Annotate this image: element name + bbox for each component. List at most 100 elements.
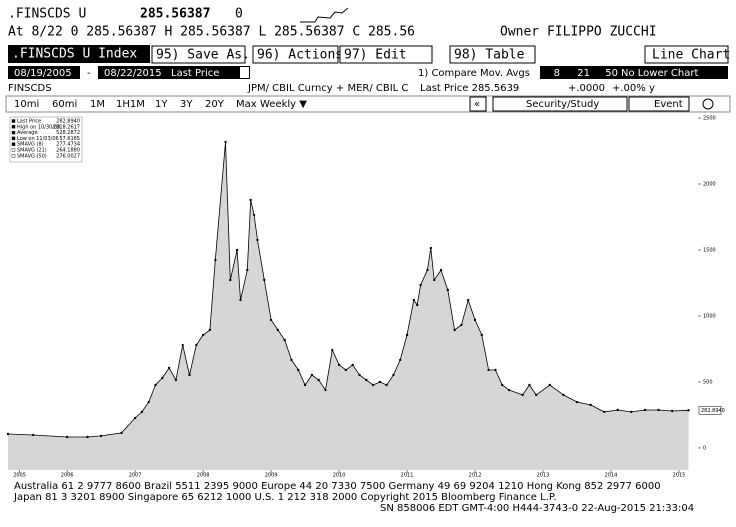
legend-label: SMAVG (8) [17, 142, 44, 148]
y-tick-label: 0 [703, 445, 706, 451]
y-tick-label: 1000 [703, 313, 716, 319]
study-button[interactable] [492, 96, 628, 112]
point [589, 403, 592, 407]
point [120, 431, 123, 435]
point [575, 400, 579, 404]
dash: - [87, 68, 91, 79]
sparkline [300, 7, 349, 23]
price-line [7, 141, 689, 438]
period[interactable]: 10mi [14, 99, 39, 110]
start-box[interactable] [8, 66, 80, 79]
point [371, 383, 375, 387]
point [433, 278, 436, 282]
event-button[interactable] [628, 96, 690, 112]
back-button[interactable] [469, 96, 487, 112]
legend-value: 528.2872 [56, 130, 80, 136]
ma: 50 [605, 68, 618, 79]
legend-label: Low on 11/03/06 [17, 136, 59, 142]
frequency[interactable]: Weekly ▼ [260, 99, 307, 110]
legend-label: Last Price [17, 119, 41, 125]
period[interactable]: 1M [90, 99, 105, 110]
footer-line: Japan 81 3 3201 8900 Singapore 65 6212 1… [13, 492, 557, 503]
period[interactable]: 1Y [155, 99, 168, 110]
settings-icon[interactable] [702, 98, 714, 110]
point [528, 383, 531, 387]
event: Event [654, 99, 683, 110]
study: Security/Study [526, 99, 599, 110]
point [188, 373, 191, 377]
point [249, 198, 252, 202]
point [487, 368, 490, 372]
legend-value: 277.4734 [56, 142, 80, 148]
point [147, 400, 150, 404]
field-box[interactable] [168, 66, 250, 79]
period[interactable]: 60mi [52, 99, 77, 110]
point [429, 246, 433, 250]
legend-swatch [11, 136, 16, 141]
compare[interactable]: 1) Compare Mov. Avgs [418, 68, 530, 79]
point [548, 383, 552, 387]
legend-value: 264.1880 [56, 148, 80, 154]
point [31, 433, 35, 437]
point [235, 248, 239, 252]
back: « [474, 99, 480, 110]
point [535, 393, 538, 397]
x-tick-label: 2011 [401, 473, 414, 479]
period[interactable]: Max [236, 99, 257, 110]
point [419, 283, 422, 287]
legend-label: SMAVG (50) [17, 153, 47, 159]
security: .FINSCDS U Index [12, 47, 137, 62]
toolbar-button[interactable] [449, 45, 536, 64]
point [229, 278, 232, 282]
button-label: 98) Table [454, 48, 525, 63]
point [446, 288, 450, 292]
view: Line Chart [652, 48, 730, 63]
point [201, 333, 205, 337]
point [412, 298, 416, 302]
toolbar-button[interactable] [151, 45, 246, 64]
point [269, 318, 273, 322]
point [358, 373, 361, 377]
point [453, 328, 456, 332]
end-date: 08/22/2015 [104, 68, 162, 79]
period[interactable]: 20Y [205, 99, 225, 110]
ma-box[interactable] [540, 66, 728, 79]
x-tick-label: 2013 [537, 473, 550, 479]
point [195, 343, 198, 347]
point [331, 348, 334, 352]
point [6, 432, 10, 436]
point [283, 338, 286, 342]
point [208, 328, 212, 332]
point [344, 368, 348, 372]
point [276, 328, 280, 332]
point [687, 409, 690, 412]
point [670, 409, 674, 413]
last-price-box [698, 406, 722, 415]
legend-box [9, 116, 83, 163]
period[interactable]: 3Y [180, 99, 193, 110]
legend-label: High on 10/30/08 [17, 124, 60, 130]
point [133, 416, 137, 420]
point [239, 298, 242, 302]
legend-value: 2318.2617 [53, 124, 80, 130]
point [140, 410, 144, 414]
toolbar-button[interactable] [339, 45, 433, 64]
legend-swatch [11, 148, 16, 152]
legend-label: Average [17, 130, 38, 136]
point [426, 268, 429, 272]
toolbar-button[interactable] [252, 45, 339, 64]
owner: Owner FILIPPO ZUCCHI [500, 25, 657, 40]
view-button[interactable] [644, 45, 729, 64]
end-box[interactable] [98, 66, 168, 79]
point [317, 378, 320, 382]
description: JPM/ CBIL Curncy + MER/ CBIL C [247, 83, 408, 94]
security-box[interactable] [8, 45, 150, 63]
point [65, 435, 69, 439]
point [297, 368, 300, 372]
point [224, 140, 227, 144]
legend-swatch [11, 130, 16, 135]
period[interactable]: 1H1M [116, 99, 145, 110]
lower-chart: No Lower Chart [621, 68, 698, 79]
